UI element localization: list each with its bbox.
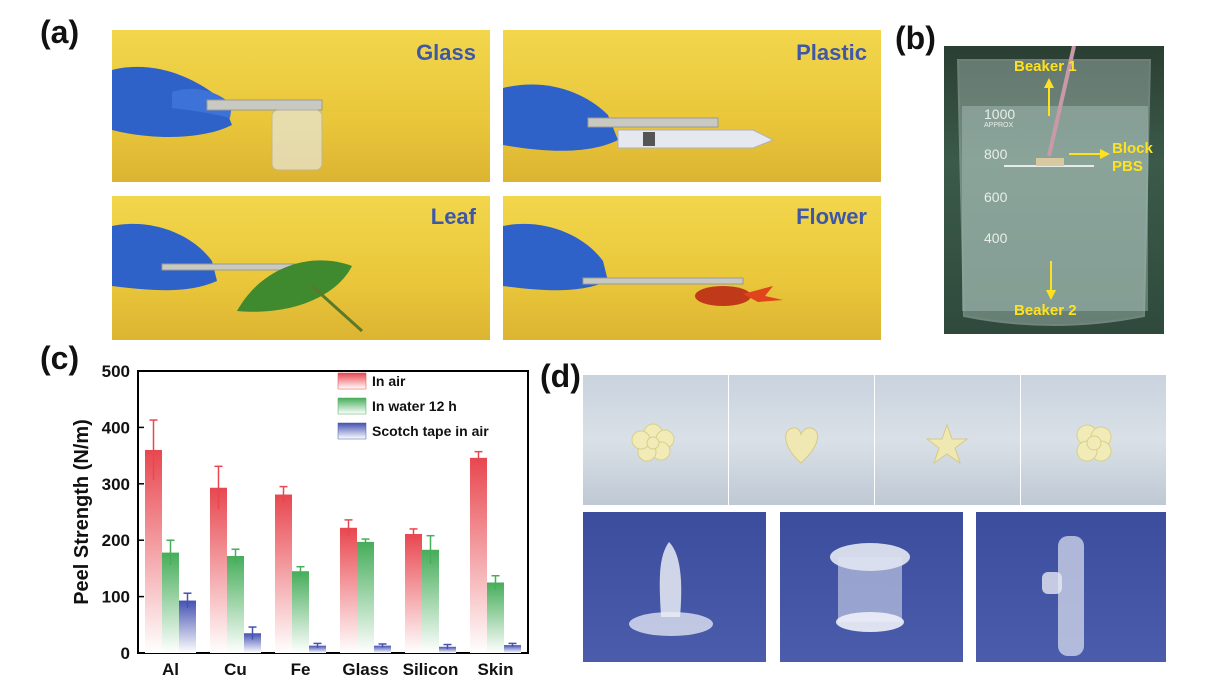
bar-scotch-tape-in-air — [439, 646, 456, 653]
photo-clover-gel — [1021, 375, 1166, 505]
beaker-illustration — [956, 46, 1152, 326]
scale-600: 600 — [984, 189, 1008, 205]
bar-in-water-12-h — [422, 549, 439, 653]
panel-label-a: (a) — [40, 14, 80, 50]
clover-gel-shape — [1076, 424, 1112, 462]
x-tick-label: Silicon — [403, 660, 459, 679]
photo-leaf: Leaf — [112, 196, 490, 340]
y-tick-label: 0 — [121, 644, 130, 663]
photo-heart-gel — [729, 375, 874, 505]
bar-scotch-tape-in-air — [504, 645, 521, 653]
y-tick-label: 300 — [102, 475, 130, 494]
bar-in-air — [210, 487, 227, 653]
bar-scotch-tape-in-air — [374, 645, 391, 653]
scale-1000: 1000 — [984, 106, 1016, 122]
y-tick-label: 400 — [102, 418, 130, 437]
legend-label: In water 12 h — [372, 398, 457, 414]
legend-swatch — [337, 422, 367, 440]
photo-flower: Flower — [503, 196, 881, 340]
bar-in-water-12-h — [487, 582, 504, 653]
star-gel-shape — [925, 423, 969, 465]
label-beaker-2: Beaker 2 — [1014, 302, 1077, 319]
caption-glass: Glass — [416, 40, 476, 65]
photo-flower-gel — [583, 375, 728, 505]
y-tick-label: 500 — [102, 362, 130, 381]
label-beaker-1: Beaker 1 — [1014, 58, 1077, 75]
leaf-photo-illustration — [112, 223, 364, 333]
photo-plastic: Plastic — [503, 30, 881, 182]
x-tick-label: Glass — [342, 660, 388, 679]
bar-scotch-tape-in-air — [179, 600, 196, 653]
plot-frame — [137, 370, 529, 654]
gel-shape-1 — [629, 542, 713, 636]
caption-flower: Flower — [796, 204, 867, 229]
bar-in-air — [470, 457, 487, 653]
glass-photo-illustration — [112, 66, 323, 171]
beaker-arrows — [1044, 78, 1110, 300]
gel-shape-2 — [830, 543, 910, 632]
bar-in-water-12-h — [227, 555, 244, 653]
photo-tube-shape-1 — [583, 512, 766, 662]
legend-label: In air — [372, 373, 406, 389]
x-tick-label: Al — [162, 660, 179, 679]
gel-shape-3 — [1042, 536, 1084, 656]
scale-800: 800 — [984, 146, 1008, 162]
bar-in-water-12-h — [292, 571, 309, 653]
legend-swatch — [337, 372, 367, 390]
peel-strength-chart: 0 100 200 300 400 500 Peel Strength (N/m) Al Cu F… — [71, 362, 529, 679]
panel-label-c: (c) — [40, 340, 80, 376]
heart-gel-shape — [785, 427, 819, 464]
x-tick-label: Cu — [224, 660, 247, 679]
legend-swatch — [337, 397, 367, 415]
x-tick-label: Skin — [478, 660, 514, 679]
bar-in-water-12-h — [162, 552, 179, 653]
label-block-pbs: Block PBS — [1112, 140, 1153, 175]
bar-scotch-tape-in-air — [244, 633, 261, 653]
x-tick-label: Fe — [291, 660, 311, 679]
y-tick-label: 100 — [102, 588, 130, 607]
y-axis-label: Peel Strength (N/m) — [71, 419, 93, 605]
photo-star-gel — [875, 375, 1020, 505]
bar-in-air — [145, 449, 162, 653]
photo-tube-shape-2 — [780, 512, 963, 662]
bar-in-air — [275, 494, 292, 653]
caption-plastic: Plastic — [796, 40, 867, 65]
photo-tube-shape-3 — [976, 512, 1166, 662]
scale-400: 400 — [984, 230, 1008, 246]
photo-glass: Glass — [112, 30, 490, 182]
y-tick-label: 200 — [102, 531, 130, 550]
caption-leaf: Leaf — [430, 204, 476, 229]
bar-scotch-tape-in-air — [309, 645, 326, 653]
bar-in-air — [340, 527, 357, 653]
bar-in-air — [405, 533, 422, 653]
beaker-photo: 1000 APPROX 800 600 400 Beaker 1 Block P… — [944, 46, 1164, 334]
bar-in-water-12-h — [357, 541, 374, 653]
panel-label-b: (b) — [895, 20, 936, 56]
scale-approx: APPROX — [984, 122, 1014, 129]
flower-gel-shape — [631, 423, 675, 462]
panel-label-d: (d) — [540, 358, 581, 394]
plastic-photo-illustration — [503, 84, 775, 151]
legend-label: Scotch tape in air — [372, 423, 489, 439]
flower-photo-illustration — [503, 223, 783, 306]
